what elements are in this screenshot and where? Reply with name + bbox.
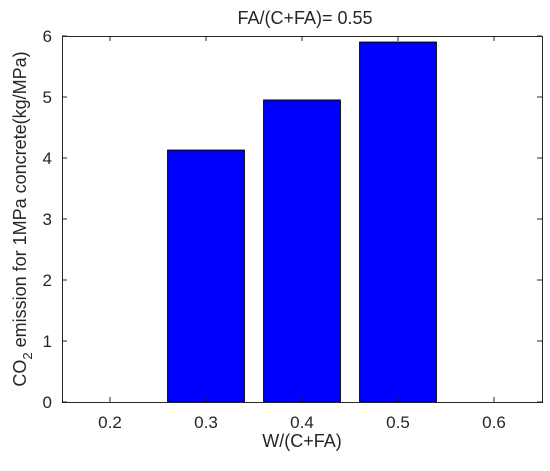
y-tick-label: 6 — [43, 27, 52, 46]
x-tick-label: 0.3 — [194, 413, 218, 432]
y-axis-label-subscript: 2 — [20, 352, 35, 359]
x-axis-label: W/(C+FA) — [262, 431, 342, 451]
y-tick-label: 3 — [43, 210, 52, 229]
y-axis-label: CO2 emission for 1MPa concrete(kg/MPa) — [10, 51, 35, 386]
x-tick-label: 0.6 — [482, 413, 506, 432]
bar-0.5 — [359, 41, 437, 403]
x-tick-label: 0.2 — [98, 413, 122, 432]
y-axis-label-suffix: emission for 1MPa concrete(kg/MPa) — [10, 51, 30, 352]
y-tick-label: 1 — [43, 332, 52, 351]
x-tick-label: 0.5 — [386, 413, 410, 432]
y-tick-label: 0 — [43, 393, 52, 412]
y-axis-ticks: 0 1 2 3 4 5 6 — [43, 27, 542, 412]
y-axis-label-prefix: CO — [10, 360, 30, 387]
bars-group — [167, 41, 437, 403]
y-tick-label: 4 — [43, 149, 52, 168]
y-tick-label: 5 — [43, 88, 52, 107]
bar-0.3 — [167, 149, 245, 403]
y-tick-label: 2 — [43, 271, 52, 290]
bar-0.4 — [263, 99, 341, 403]
x-axis-ticks: 0.2 0.3 0.4 0.5 0.6 — [98, 36, 506, 432]
chart-title: FA/(C+FA)= 0.55 — [237, 8, 372, 28]
x-tick-label: 0.4 — [290, 413, 314, 432]
